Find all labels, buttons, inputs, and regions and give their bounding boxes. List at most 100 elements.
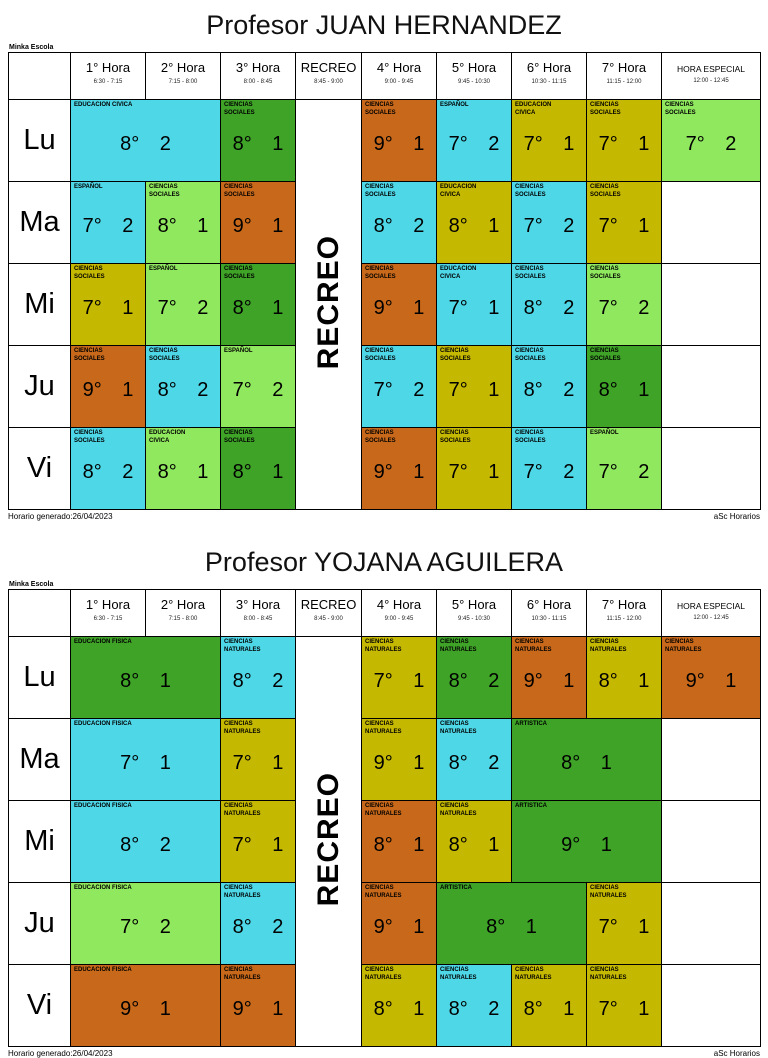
class-group: 7° 2: [523, 215, 575, 237]
subject-label: CIENCIAS SOCIALES: [590, 184, 621, 198]
lesson-cell: EDUCACION CIVICA 8° 1: [145, 427, 221, 510]
subject-label: CIENCIAS NATURALES: [224, 721, 261, 735]
class-group: 9° 1: [82, 379, 134, 401]
column-header: 1° Hora 6:30 - 7:15: [70, 589, 146, 637]
schedule-title: Profesor YOJANA AGUILERA: [204, 547, 564, 577]
subject-label: CIENCIAS SOCIALES: [590, 102, 621, 116]
subject-label: EDUCACION CIVICA: [440, 184, 477, 198]
asc-brand: aSc Horarios: [713, 1049, 760, 1058]
subject-label: EDUCACION CIVICA: [149, 430, 186, 444]
class-group: 7° 1: [448, 461, 500, 483]
hour-time: 8:45 - 9:00: [314, 79, 343, 85]
column-header: HORA ESPECIAL 12:00 - 12:45: [661, 52, 761, 100]
subject-label: CIENCIAS SOCIALES: [224, 430, 255, 444]
hour-label: 6° Hora: [526, 597, 572, 612]
lesson-cell: CIENCIAS SOCIALES 8° 1: [220, 99, 296, 182]
hour-time: 10:30 - 11:15: [531, 79, 567, 85]
class-group: 8° 1: [157, 215, 209, 237]
class-group: 8° 1: [373, 998, 425, 1020]
subject-label: ESPAÑOL: [149, 266, 178, 272]
lesson-cell: CIENCIAS SOCIALES 9° 1: [70, 345, 146, 428]
class-group: 9° 1: [373, 297, 425, 319]
subject-label: CIENCIAS SOCIALES: [590, 348, 621, 362]
column-header: HORA ESPECIAL 12:00 - 12:45: [661, 589, 761, 637]
hour-label: HORA ESPECIAL: [676, 601, 746, 611]
hour-label: RECREO: [300, 597, 357, 612]
class-group: 8° 2: [120, 834, 171, 856]
day-label: Ma: [8, 718, 71, 801]
lesson-cell: ESPAÑOL 7° 2: [145, 263, 221, 346]
empty-cell: [661, 718, 761, 801]
lesson-cell: EDUCACION CIVICA 7° 1: [436, 263, 512, 346]
hour-time: 10:30 - 11:15: [531, 616, 567, 622]
lesson-cell: CIENCIAS NATURALES 7° 1: [220, 800, 296, 883]
day-label: Ju: [8, 882, 71, 965]
hour-label: 3° Hora: [235, 60, 281, 75]
subject-label: ARTISTICA: [440, 885, 472, 891]
lesson-cell: CIENCIAS SOCIALES 8° 2: [511, 263, 587, 346]
class-group: 9° 1: [120, 998, 171, 1020]
hour-time: 11:15 - 12:00: [606, 79, 642, 85]
class-group: 8° 1: [486, 916, 537, 938]
lesson-cell: CIENCIAS NATURALES 9° 1: [511, 636, 587, 719]
lesson-cell: CIENCIAS SOCIALES 8° 1: [586, 345, 662, 428]
hour-label: 6° Hora: [526, 60, 572, 75]
lesson-cell: CIENCIAS SOCIALES 9° 1: [361, 99, 437, 182]
subject-label: CIENCIAS SOCIALES: [515, 184, 546, 198]
class-group: 8° 1: [561, 752, 612, 774]
hour-time: 8:00 - 8:45: [243, 616, 273, 622]
lesson-cell: ARTISTICA 8° 1: [511, 718, 662, 801]
day-label: Mi: [8, 263, 71, 346]
hour-time: 9:45 - 10:30: [457, 616, 491, 622]
lesson-cell: CIENCIAS NATURALES 9° 1: [361, 882, 437, 965]
class-group: 7° 1: [598, 916, 650, 938]
subject-label: CIENCIAS SOCIALES: [224, 266, 255, 280]
class-group: 9° 1: [523, 670, 575, 692]
subject-label: ESPAÑOL: [74, 184, 103, 190]
subject-label: CIENCIAS NATURALES: [665, 639, 702, 653]
lesson-cell: CIENCIAS NATURALES 8° 1: [436, 800, 512, 883]
empty-cell: [661, 800, 761, 883]
column-header: 3° Hora 8:00 - 8:45: [220, 52, 296, 100]
subject-label: CIENCIAS SOCIALES: [440, 430, 471, 444]
lesson-cell: CIENCIAS NATURALES 8° 2: [220, 882, 296, 965]
class-group: 7° 1: [598, 215, 650, 237]
class-group: 7° 2: [232, 379, 284, 401]
lesson-cell: CIENCIAS NATURALES 8° 1: [361, 800, 437, 883]
lesson-cell: CIENCIAS NATURALES 7° 1: [361, 636, 437, 719]
lesson-cell: CIENCIAS SOCIALES 8° 2: [361, 181, 437, 264]
hour-label: 1° Hora: [85, 597, 131, 612]
hour-label: 3° Hora: [235, 597, 281, 612]
recreo-cell: RECREO: [295, 99, 362, 510]
class-group: 8° 1: [448, 215, 500, 237]
lesson-cell: CIENCIAS NATURALES 9° 1: [661, 636, 761, 719]
class-group: 8° 2: [157, 379, 209, 401]
column-header: RECREO 8:45 - 9:00: [295, 589, 362, 637]
hour-label: 5° Hora: [451, 60, 497, 75]
column-header: 7° Hora 11:15 - 12:00: [586, 589, 662, 637]
class-group: 8° 2: [448, 998, 500, 1020]
column-header: 6° Hora 10:30 - 11:15: [511, 589, 587, 637]
class-group: 8° 1: [598, 379, 650, 401]
recreo-cell: RECREO: [295, 636, 362, 1047]
class-group: 8° 1: [373, 834, 425, 856]
subject-label: CIENCIAS SOCIALES: [440, 348, 471, 362]
timetable-container: 1° Hora 6:30 - 7:15 2° Hora 7:15 - 8:00 3° H…: [8, 589, 761, 1047]
class-group: 7° 1: [448, 297, 500, 319]
day-label: Mi: [8, 800, 71, 883]
subject-label: CIENCIAS SOCIALES: [590, 266, 621, 280]
timetable: 1° Hora 6:30 - 7:15 2° Hora 7:15 - 8:00 3° H…: [8, 52, 761, 510]
class-group: 8° 1: [120, 670, 171, 692]
lesson-cell: CIENCIAS SOCIALES 9° 1: [361, 263, 437, 346]
lesson-cell: EDUCACION FISICA 8° 2: [70, 800, 221, 883]
hour-label: 1° Hora: [85, 60, 131, 75]
lesson-cell: ESPAÑOL 7° 2: [70, 181, 146, 264]
subject-label: CIENCIAS NATURALES: [440, 639, 477, 653]
class-group: 7° 1: [598, 998, 650, 1020]
class-group: 8° 2: [232, 916, 284, 938]
lesson-cell: CIENCIAS SOCIALES 7° 2: [586, 263, 662, 346]
hour-time: 6:30 - 7:15: [93, 616, 123, 622]
subject-label: EDUCACION FISICA: [74, 803, 132, 809]
lesson-cell: EDUCACION FISICA 7° 2: [70, 882, 221, 965]
